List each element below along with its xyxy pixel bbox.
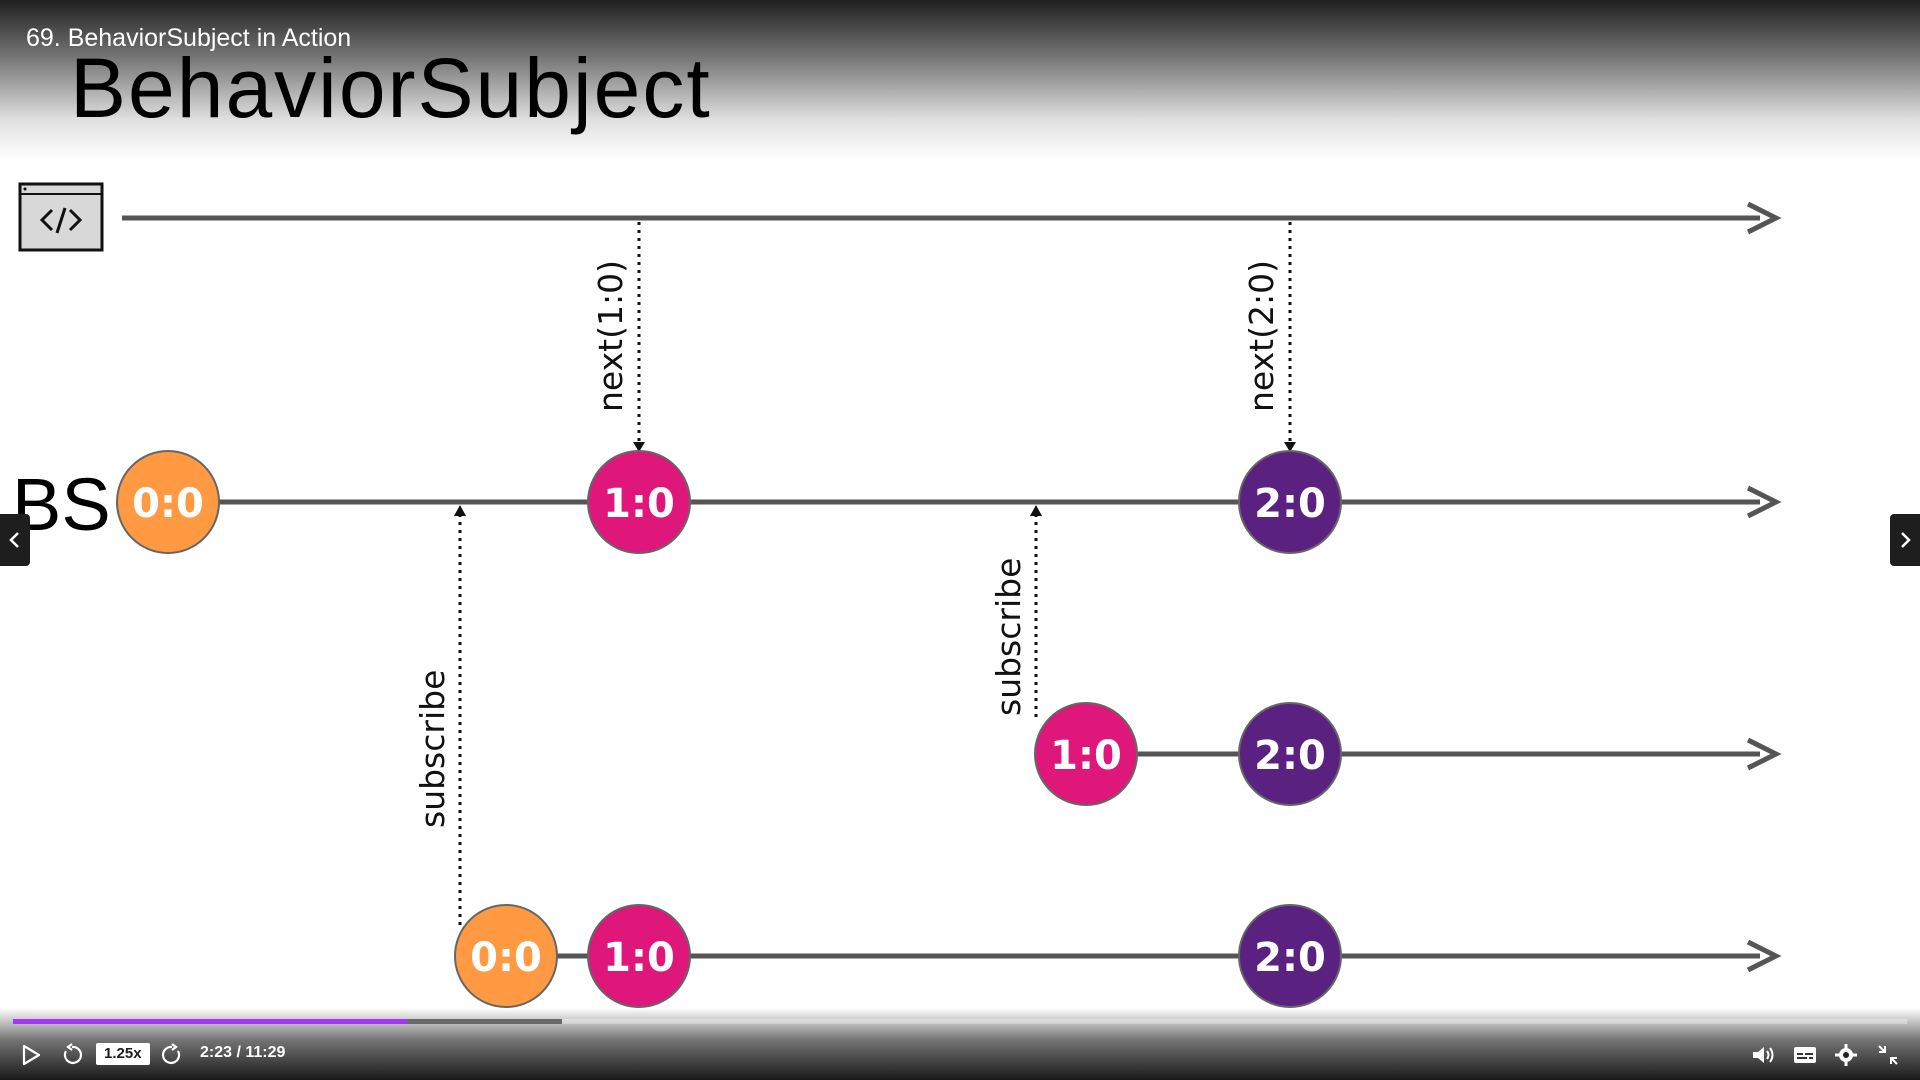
playback-speed-button[interactable]: 1.25x xyxy=(96,1043,150,1065)
captions-icon xyxy=(1794,1047,1816,1063)
next-lecture-button[interactable] xyxy=(1890,514,1920,566)
bs-marble-1: 1:0 xyxy=(587,450,691,554)
next-1-label: next(1:0) xyxy=(591,260,630,412)
captions-button[interactable] xyxy=(1792,1040,1818,1070)
subscribe-2-arrow: subscribe xyxy=(413,505,466,930)
chevron-right-icon xyxy=(1901,532,1911,548)
svg-text:0:0: 0:0 xyxy=(470,935,542,981)
forward-button[interactable] xyxy=(160,1040,184,1070)
play-icon xyxy=(22,1044,41,1066)
lecture-title: 69. BehaviorSubject in Action xyxy=(26,24,352,52)
svg-text:1:0: 1:0 xyxy=(1050,733,1122,779)
settings-icon xyxy=(1835,1044,1857,1066)
played-bar xyxy=(13,1019,407,1024)
sub2-marble-1: 1:0 xyxy=(587,904,691,1008)
previous-lecture-button[interactable] xyxy=(0,514,30,566)
slide-title: BehaviorSubject xyxy=(70,41,712,135)
subscribe-2-label: subscribe xyxy=(413,670,452,828)
settings-button[interactable] xyxy=(1834,1040,1858,1070)
svg-text:0:0: 0:0 xyxy=(132,481,204,527)
sub2-marble-2: 2:0 xyxy=(1238,904,1342,1008)
next-2-arrow: next(2:0) xyxy=(1242,222,1296,452)
svg-text:2:0: 2:0 xyxy=(1254,481,1326,527)
bs-marble-0: 0:0 xyxy=(116,450,220,554)
progress-bar[interactable] xyxy=(13,1019,1907,1024)
bs-timeline xyxy=(215,485,1782,519)
top-gradient xyxy=(0,0,1920,160)
marble-diagram: next(1:0) next(2:0) subscribe subscribe … xyxy=(116,201,1782,1008)
source-timeline xyxy=(122,201,1782,235)
forward-icon xyxy=(161,1043,181,1064)
exit-fullscreen-button[interactable] xyxy=(1876,1040,1900,1070)
bs-marble-2: 2:0 xyxy=(1238,450,1342,554)
svg-text:1:0: 1:0 xyxy=(603,935,675,981)
next-2-label: next(2:0) xyxy=(1242,260,1281,412)
code-window-icon xyxy=(18,182,104,252)
time-display: 2:23 / 11:29 xyxy=(200,1044,286,1061)
play-button[interactable] xyxy=(20,1040,42,1070)
subscribe-1-label: subscribe xyxy=(989,558,1028,716)
rewind-button[interactable] xyxy=(60,1040,84,1070)
chevron-left-icon xyxy=(9,532,19,548)
next-1-arrow: next(1:0) xyxy=(591,222,645,452)
volume-icon xyxy=(1753,1047,1774,1063)
rewind-icon xyxy=(63,1043,83,1064)
sub2-marble-0: 0:0 xyxy=(454,904,558,1008)
sub1-marble-1: 2:0 xyxy=(1238,702,1342,806)
subscriber-2-timeline xyxy=(555,939,1782,973)
volume-button[interactable] xyxy=(1750,1040,1776,1070)
subscriber-1-timeline xyxy=(1110,737,1782,771)
fullscreen-exit-icon xyxy=(1878,1045,1898,1065)
svg-text:1:0: 1:0 xyxy=(603,481,675,527)
sub1-marble-0: 1:0 xyxy=(1034,702,1138,806)
subscribe-1-arrow: subscribe xyxy=(989,505,1042,720)
svg-text:2:0: 2:0 xyxy=(1254,733,1326,779)
svg-text:2:0: 2:0 xyxy=(1254,935,1326,981)
